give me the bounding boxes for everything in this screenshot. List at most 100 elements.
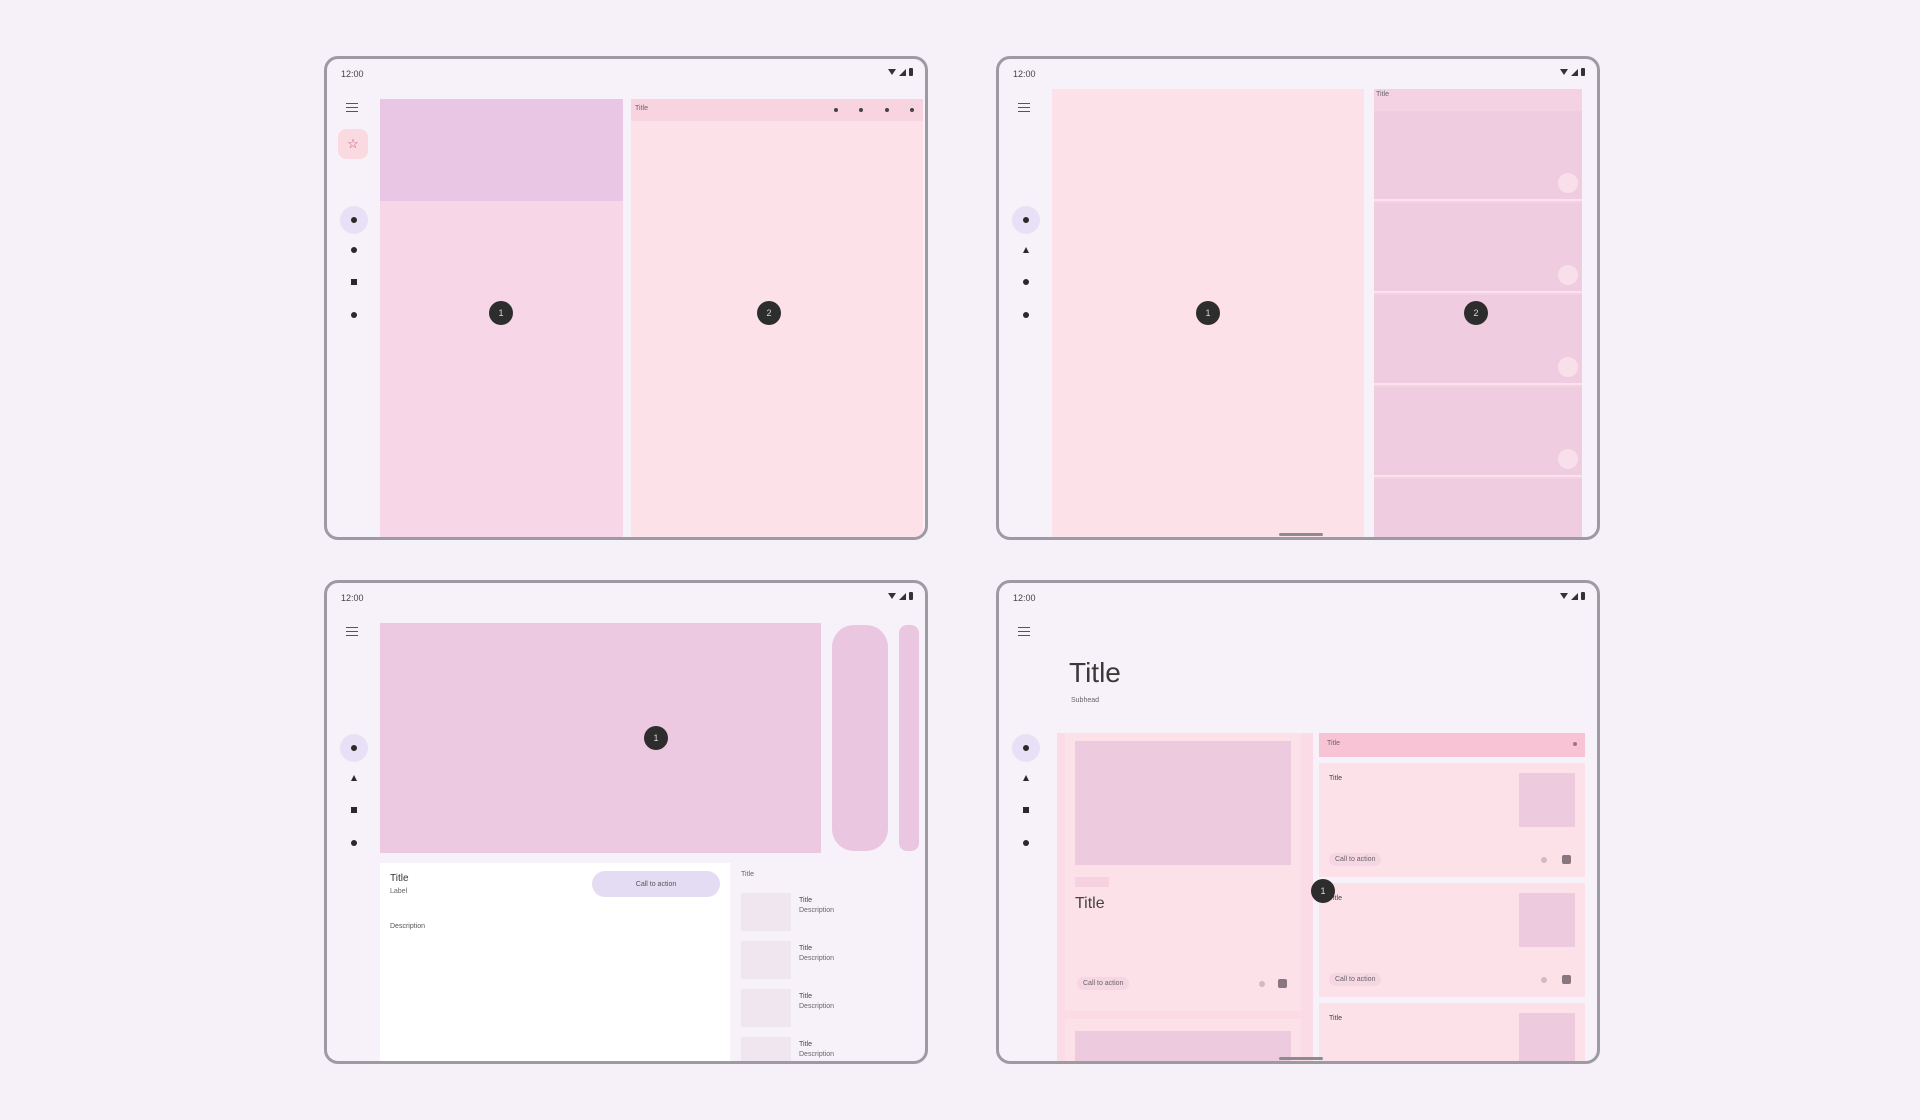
battery-icon bbox=[1581, 592, 1585, 600]
nav-item-2[interactable] bbox=[1023, 775, 1029, 781]
side-card-4[interactable] bbox=[1374, 387, 1582, 477]
list-item-thumbnail bbox=[741, 893, 791, 931]
status-bar: 12:00 bbox=[327, 59, 925, 85]
nav-item-3[interactable] bbox=[1023, 807, 1029, 813]
list-card-2[interactable]: Title Call to action bbox=[1319, 883, 1585, 997]
status-bar: 12:00 bbox=[999, 59, 1597, 85]
hero-side-card[interactable] bbox=[832, 625, 888, 851]
hero-pane: 1 bbox=[380, 623, 821, 853]
feature-card-chip bbox=[1075, 877, 1109, 887]
list-item[interactable]: Title Description bbox=[741, 891, 921, 931]
status-time: 12:00 bbox=[1013, 69, 1036, 79]
nav-item-1[interactable] bbox=[1012, 734, 1040, 762]
list-pane: 1 bbox=[380, 99, 623, 537]
menu-icon[interactable] bbox=[1018, 103, 1030, 112]
menu-icon[interactable] bbox=[346, 627, 358, 636]
detail-pane: Title 2 bbox=[631, 99, 923, 537]
feature-column: Title Call to action bbox=[1057, 733, 1313, 1061]
action-icon-4[interactable] bbox=[910, 108, 914, 112]
list-card-title: Title bbox=[1329, 775, 1342, 782]
bookmark-icon[interactable] bbox=[1278, 979, 1287, 988]
detail-title: Title bbox=[635, 105, 648, 112]
menu-icon[interactable] bbox=[1018, 627, 1030, 636]
list-header-image bbox=[380, 99, 623, 201]
nav-item-4[interactable] bbox=[351, 840, 357, 846]
list-header: Title bbox=[1319, 733, 1585, 757]
badge-list-pane: 1 bbox=[489, 301, 513, 325]
status-time: 12:00 bbox=[341, 69, 364, 79]
list-card-thumbnail bbox=[1519, 893, 1575, 947]
side-card-2[interactable] bbox=[1374, 203, 1582, 293]
list-item[interactable]: Title Description bbox=[741, 1035, 921, 1061]
list-item-desc: Description bbox=[799, 955, 835, 962]
share-icon[interactable] bbox=[1541, 857, 1547, 863]
navigation-rail bbox=[999, 85, 1051, 537]
item-title: Title bbox=[390, 873, 409, 884]
nav-item-2[interactable] bbox=[1023, 247, 1029, 253]
tablet-list-detail: 12:00 ☆ 1 Title 2 bbox=[324, 56, 928, 540]
side-list-title: Title bbox=[1376, 91, 1389, 98]
list-card-action[interactable]: Call to action bbox=[1329, 853, 1382, 866]
fab-button[interactable]: ☆ bbox=[338, 129, 368, 159]
battery-icon bbox=[909, 592, 913, 600]
menu-icon[interactable] bbox=[346, 103, 358, 112]
share-icon[interactable] bbox=[1541, 977, 1547, 983]
feature-card[interactable]: Title Call to action bbox=[1065, 733, 1301, 1011]
side-list: Title Title Description Title Descriptio… bbox=[737, 863, 921, 1061]
list-item-thumbnail bbox=[741, 1037, 791, 1061]
list-card-3[interactable]: Title bbox=[1319, 1003, 1585, 1061]
action-icon-2[interactable] bbox=[859, 108, 863, 112]
nav-item-4[interactable] bbox=[1023, 840, 1029, 846]
nav-item-3[interactable] bbox=[351, 279, 357, 285]
side-card-5[interactable] bbox=[1374, 479, 1582, 537]
bookmark-icon[interactable] bbox=[1562, 975, 1571, 984]
tablet-feed-detail: 12:00 1 Title Label Call to action Descr… bbox=[324, 580, 928, 1064]
action-icon-3[interactable] bbox=[885, 108, 889, 112]
gesture-bar[interactable] bbox=[1279, 1057, 1323, 1060]
nav-item-2[interactable] bbox=[351, 775, 357, 781]
feature-card-action[interactable]: Call to action bbox=[1077, 977, 1130, 990]
action-icon-1[interactable] bbox=[834, 108, 838, 112]
nav-item-3[interactable] bbox=[351, 807, 357, 813]
status-icons bbox=[888, 68, 913, 76]
side-card-1[interactable] bbox=[1374, 111, 1582, 201]
badge-hero: 1 bbox=[644, 726, 668, 750]
list-card-action[interactable]: Call to action bbox=[1329, 973, 1382, 986]
chevron-down-icon[interactable] bbox=[1573, 742, 1577, 746]
cell-signal-icon bbox=[899, 592, 906, 600]
nav-item-2[interactable] bbox=[351, 247, 357, 253]
list-card-1[interactable]: Title Call to action bbox=[1319, 763, 1585, 877]
feature-card-2[interactable] bbox=[1065, 1019, 1301, 1061]
list-item-desc: Description bbox=[799, 1003, 835, 1010]
hero-side-card-edge[interactable] bbox=[899, 625, 919, 851]
nav-item-1[interactable] bbox=[1012, 206, 1040, 234]
battery-icon bbox=[1581, 68, 1585, 76]
list-column: Title Title Call to action Title Call to… bbox=[1319, 733, 1587, 1061]
nav-item-1[interactable] bbox=[340, 206, 368, 234]
list-item[interactable]: Title Description bbox=[741, 939, 921, 979]
list-card-title: Title bbox=[1329, 895, 1342, 902]
list-item-desc: Description bbox=[799, 907, 835, 914]
wifi-icon bbox=[888, 593, 896, 599]
battery-icon bbox=[909, 68, 913, 76]
card-avatar bbox=[1558, 449, 1578, 469]
share-icon[interactable] bbox=[1259, 981, 1265, 987]
nav-item-4[interactable] bbox=[1023, 312, 1029, 318]
status-bar: 12:00 bbox=[327, 583, 925, 609]
list-item[interactable]: Title Description bbox=[741, 987, 921, 1027]
nav-item-4[interactable] bbox=[351, 312, 357, 318]
cell-signal-icon bbox=[1571, 592, 1578, 600]
gesture-bar[interactable] bbox=[1279, 533, 1323, 536]
nav-item-1[interactable] bbox=[340, 734, 368, 762]
wifi-icon bbox=[888, 69, 896, 75]
badge-list-column: 1 bbox=[1311, 879, 1335, 903]
status-time: 12:00 bbox=[341, 593, 364, 603]
bookmark-icon[interactable] bbox=[1562, 855, 1571, 864]
nav-item-3[interactable] bbox=[1023, 279, 1029, 285]
wifi-icon bbox=[1560, 593, 1568, 599]
call-to-action-button[interactable]: Call to action bbox=[592, 871, 720, 897]
tablet-cards-layout: 12:00 Title Subhead Title Call to action bbox=[996, 580, 1600, 1064]
navigation-rail bbox=[999, 609, 1051, 1061]
detail-card: Title Label Call to action Description bbox=[380, 863, 730, 1061]
badge-side-pane: 2 bbox=[1464, 301, 1488, 325]
